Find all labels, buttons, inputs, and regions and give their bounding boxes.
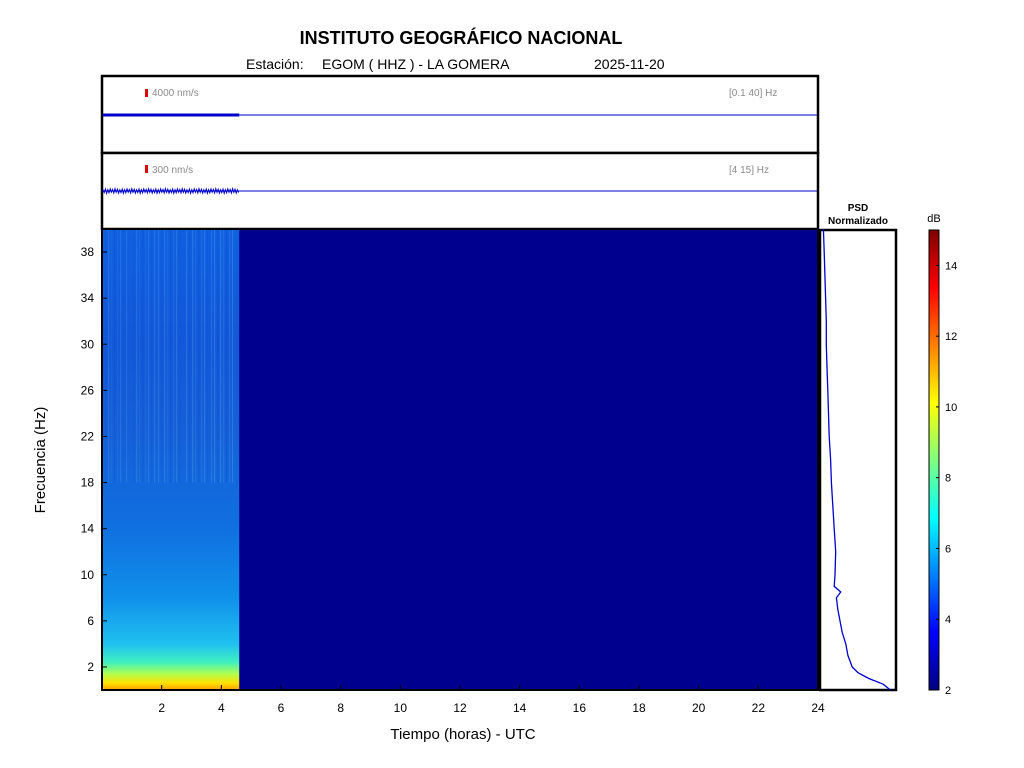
- spectrogram-stripe: [192, 229, 194, 483]
- spectrogram-stripe: [220, 229, 222, 483]
- y-tick-label: 22: [81, 429, 95, 443]
- spectrogram-stripe: [229, 229, 231, 483]
- spectrogram-stripe: [173, 229, 175, 483]
- x-tick-label: 16: [573, 701, 587, 715]
- psd-panel: PSD Normalizado: [818, 203, 898, 692]
- spectrogram-stripe: [211, 229, 213, 483]
- x-tick-label: 20: [692, 701, 706, 715]
- colorbar-label: dB: [927, 213, 940, 225]
- spectrogram-stripe: [108, 229, 110, 483]
- station-name: EGOM ( HHZ ) - LA GOMERA: [322, 56, 510, 72]
- spectrogram-stripe: [148, 229, 150, 483]
- spectrogram-stripe: [179, 229, 181, 483]
- spectrogram-stripe: [195, 229, 197, 483]
- y-tick-label: 34: [81, 291, 95, 305]
- wave2-trace: [102, 186, 240, 196]
- y-tick-label: 10: [81, 568, 95, 582]
- psd-title: PSD: [848, 203, 869, 214]
- colorbar-gradient: [928, 229, 940, 691]
- spectrogram-stripe: [120, 229, 122, 483]
- wave1-trace: [103, 113, 240, 117]
- spectrogram-stripe: [117, 229, 119, 483]
- spectrogram-stripe: [142, 229, 144, 483]
- psd-curve: [822, 228, 891, 691]
- spectrogram-stripe: [111, 229, 113, 483]
- spectrogram-stripe: [151, 229, 153, 483]
- scale-bar-icon: [145, 165, 148, 173]
- spectrogram-stripe: [201, 229, 203, 483]
- x-tick-label: 24: [811, 701, 825, 715]
- colorbar-tick-label: 2: [945, 685, 951, 697]
- spectrogram-stripe: [207, 229, 209, 483]
- spectrogram-panel: 2 4 6 8 10 12 14 16 18 20 22 24 261014182226303438 …: [32, 228, 825, 743]
- x-tick-label: 12: [453, 701, 467, 715]
- spectrogram-stripe: [189, 229, 191, 483]
- colorbar-tick-label: 12: [945, 331, 957, 343]
- x-axis-label: Tiempo (horas) - UTC: [390, 726, 535, 743]
- spectrogram-stripe: [145, 229, 147, 483]
- y-tick-label: 30: [81, 337, 95, 351]
- spectrogram-stripe: [158, 229, 160, 483]
- colorbar-tick-label: 8: [945, 473, 951, 485]
- y-tick-label: 26: [81, 383, 95, 397]
- spectrogram-stripe: [154, 229, 156, 483]
- x-tick-label: 2: [158, 701, 165, 715]
- x-tick-label: 18: [632, 701, 646, 715]
- colorbar: dB 2 4 6 8 10 12 14: [927, 213, 957, 697]
- x-tick-label: 6: [278, 701, 285, 715]
- wave1-band-label: [0.1 40] Hz: [729, 88, 777, 99]
- scale-bar-icon: [145, 89, 148, 97]
- waveform-panel-broadband: 4000 nm/s [0.1 40] Hz: [100, 74, 820, 155]
- spectrogram-stripe: [232, 229, 234, 483]
- spectrogram-stripe: [176, 229, 178, 483]
- spectrogram-stripe: [123, 229, 125, 483]
- spectrogram-stripe: [223, 229, 225, 483]
- station-prefix: Estación:: [246, 56, 304, 72]
- spectrogram-stripe: [167, 229, 169, 483]
- wave2-trace-path: [102, 186, 240, 196]
- spectrogram-stripe: [198, 229, 200, 483]
- spectrogram-stripe: [217, 229, 219, 483]
- date-label: 2025-11-20: [594, 56, 665, 72]
- spectrogram-stripe: [226, 229, 228, 483]
- spectrogram-stripe: [186, 229, 188, 483]
- spectrogram-stripe: [214, 229, 216, 483]
- spectrogram-stripe: [136, 229, 138, 483]
- spectrogram-texture: [105, 229, 234, 483]
- y-tick-label: 14: [81, 522, 95, 536]
- spectrogram-data: [102, 229, 240, 690]
- spectrogram-stripe: [114, 229, 116, 483]
- y-tick-label: 18: [81, 476, 95, 490]
- page-title: INSTITUTO GEOGRÁFICO NACIONAL: [299, 28, 623, 48]
- colorbar-tick-label: 14: [945, 260, 957, 272]
- spectrogram-stripe: [204, 229, 206, 483]
- colorbar-tick-label: 6: [945, 543, 951, 555]
- x-tick-label: 10: [394, 701, 408, 715]
- wave2-band-label: [4 15] Hz: [729, 165, 769, 176]
- spectrogram-stripe: [133, 229, 135, 483]
- spectrogram-stripe: [105, 229, 107, 483]
- colorbar-tick-label: 10: [945, 402, 957, 414]
- spectrogram-stripe: [139, 229, 141, 483]
- y-tick-label: 38: [81, 245, 95, 259]
- wave2-scale-label: 300 nm/s: [152, 165, 193, 176]
- spectrogram-stripe: [170, 229, 172, 483]
- waveform-panel-filtered: 300 nm/s [4 15] Hz: [100, 151, 820, 231]
- x-tick-label: 14: [513, 701, 527, 715]
- spectrogram-stripe: [161, 229, 163, 483]
- spectrogram-stripe: [126, 229, 128, 483]
- y-tick-label: 2: [87, 660, 94, 674]
- x-tick-label: 22: [752, 701, 766, 715]
- spectrogram-stripe: [164, 229, 166, 483]
- x-tick-label: 4: [218, 701, 225, 715]
- colorbar-tick-label: 4: [945, 614, 951, 626]
- x-tick-label: 8: [337, 701, 344, 715]
- y-axis-label: Frecuencia (Hz): [32, 407, 49, 514]
- y-tick-label: 6: [87, 614, 94, 628]
- psd-subtitle: Normalizado: [828, 216, 888, 227]
- wave1-scale-label: 4000 nm/s: [152, 88, 199, 99]
